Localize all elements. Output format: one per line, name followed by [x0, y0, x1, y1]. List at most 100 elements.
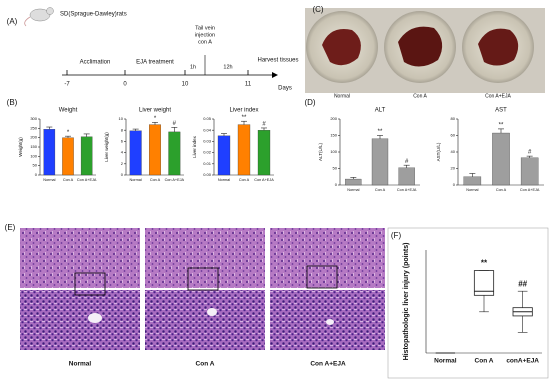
y-tick-label: 100 — [30, 153, 37, 158]
y-axis-label: ALT(U/L) — [318, 143, 323, 161]
box — [473, 270, 495, 296]
photo-caption: Con A — [413, 93, 427, 99]
timeline-arrow — [272, 72, 278, 78]
x-tick-label: Con A — [239, 178, 250, 182]
timeline-subject: SD(Sprague-Dawley)rats — [60, 12, 127, 18]
significance-marker: ** — [242, 115, 247, 121]
bar — [43, 129, 56, 176]
timeline-phase: Acclimation — [80, 60, 111, 66]
significance-marker: ** — [499, 122, 504, 128]
x-tick-label: Normal — [347, 188, 359, 192]
bar — [149, 124, 161, 176]
bar — [80, 136, 93, 176]
histology-caption: Con A — [196, 361, 215, 368]
bar — [168, 131, 181, 176]
y-axis-label: Liver index — [192, 135, 197, 158]
timeline-day: 10 — [182, 82, 189, 88]
timeline-injection: injection — [195, 32, 215, 38]
y-tick-label: 10 — [119, 116, 124, 121]
panel-label: (F) — [391, 231, 402, 240]
panel-label: (E) — [5, 223, 16, 232]
y-tick-label: 8 — [121, 127, 124, 132]
timeline-harvest: Harvest tissues — [257, 58, 298, 64]
rat-icon — [24, 7, 54, 27]
y-tick-label: 200 — [30, 135, 37, 140]
timeline-phase: EJA treatment — [136, 60, 174, 66]
y-tick-label: 0 — [121, 172, 124, 177]
y-tick-label: 0 — [335, 182, 338, 187]
histology-caption: Con A+EJA — [310, 361, 346, 368]
timeline-interval: 12h — [223, 64, 232, 70]
chart-title: Liver index — [229, 108, 258, 114]
bar — [217, 135, 231, 176]
y-tick-label: 0.02 — [203, 150, 212, 155]
y-tick-label: 150 — [30, 144, 37, 149]
x-tick-label: Normal — [466, 188, 478, 192]
bar — [257, 130, 271, 176]
chart-title: Liver weight — [139, 108, 171, 114]
significance-marker: # — [262, 122, 266, 128]
y-tick-label: 0.00 — [203, 172, 212, 177]
significance-marker: # — [405, 159, 409, 165]
x-tick-label: Con A — [496, 188, 507, 192]
bar — [371, 138, 389, 186]
y-tick-label: 0.01 — [203, 161, 212, 166]
bar — [129, 130, 142, 176]
y-tick-label: 0.03 — [203, 138, 212, 143]
bar — [62, 137, 74, 176]
y-tick-label: 4 — [121, 150, 124, 155]
x-tick-label: Normal — [218, 178, 230, 182]
y-tick-label: 0.04 — [203, 127, 212, 132]
significance-marker: * — [154, 116, 157, 122]
significance-marker: # — [528, 150, 532, 156]
y-tick-label: 250 — [30, 125, 37, 130]
chart-title: Weight — [59, 108, 78, 114]
x-tick-label: Normal — [130, 178, 142, 182]
photo-caption: Normal — [334, 93, 350, 99]
timeline-unit: Days — [278, 86, 292, 92]
y-tick-label: 6 — [121, 138, 124, 143]
x-tick-label: Con A+EJA — [165, 178, 185, 182]
bar — [492, 132, 510, 186]
significance-marker: * — [67, 130, 70, 136]
panel-label: (A) — [7, 17, 18, 26]
x-tick-label: Con A — [63, 178, 74, 182]
y-tick-label: 300 — [30, 116, 37, 121]
timeline-day: 0 — [123, 82, 127, 88]
timeline-injection: Tail vein — [195, 25, 215, 31]
bar — [520, 157, 539, 186]
y-axis-label: Liver weight(g) — [104, 132, 109, 162]
y-tick-label: 2 — [121, 161, 124, 166]
panel-label: (D) — [304, 98, 315, 107]
bar — [345, 178, 362, 186]
bar — [398, 167, 415, 186]
x-tick-label: Con A+EJA — [77, 178, 97, 182]
significance-marker: ** — [481, 259, 488, 268]
chart-title: ALT — [375, 108, 386, 114]
panel-label: (C) — [312, 5, 323, 14]
y-tick-label: 20 — [451, 166, 456, 171]
timeline-injection: con A — [198, 39, 212, 45]
significance-marker: ** — [378, 129, 383, 135]
timeline-day: 11 — [245, 82, 252, 88]
x-tick-label: Normal — [434, 358, 457, 365]
y-tick-label: 50 — [33, 163, 38, 168]
panel-f-frame — [387, 227, 549, 379]
timeline-day: -7 — [64, 82, 70, 88]
x-tick-label: Con A — [375, 188, 386, 192]
chart-title: AST — [495, 108, 507, 114]
x-tick-label: Con A+EJA — [254, 178, 274, 182]
x-tick-label: Con A+EJA — [520, 188, 540, 192]
panel-label: (B) — [7, 98, 18, 107]
bar — [463, 176, 482, 186]
photo-caption: Con A+EJA — [485, 93, 511, 99]
significance-marker: # — [173, 121, 177, 127]
y-tick-label: 40 — [451, 149, 456, 154]
y-axis-label: Histopathologic liver injury (points) — [403, 243, 410, 361]
bar — [237, 124, 251, 176]
timeline-interval: 1h — [190, 64, 196, 70]
liver-photos — [305, 8, 545, 93]
y-tick-label: 80 — [451, 116, 456, 121]
y-axis-label: AST(U/L) — [436, 142, 441, 161]
